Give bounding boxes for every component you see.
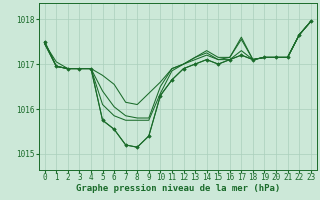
- X-axis label: Graphe pression niveau de la mer (hPa): Graphe pression niveau de la mer (hPa): [76, 184, 280, 193]
